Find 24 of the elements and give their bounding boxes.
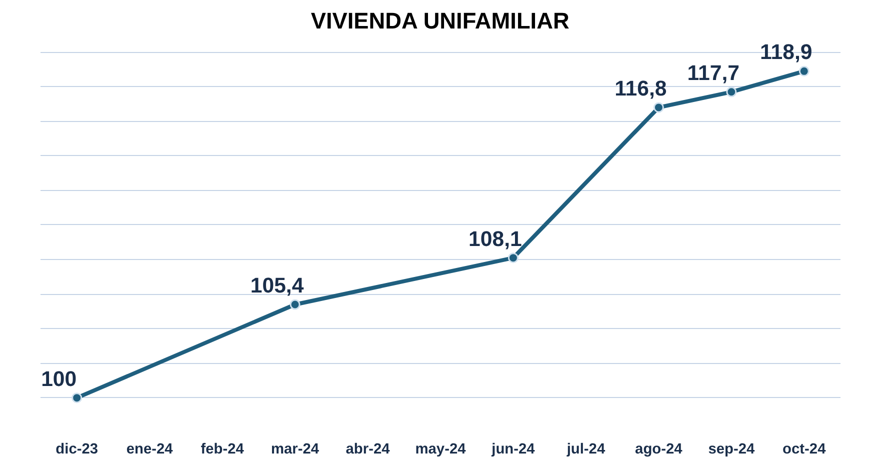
point (726, 86, 737, 98)
x-tick-label: abr-24 (346, 442, 391, 458)
point (290, 299, 300, 310)
x-tick-label: jul-24 (566, 442, 606, 458)
point (653, 102, 664, 113)
chart-title: VIVIENDA UNIFAMILIAR (310, 8, 570, 34)
point (798, 66, 810, 76)
x-tick-label: sep-24 (708, 442, 756, 458)
x-tick-label: ene-24 (126, 442, 174, 458)
x-tick-label: oct-24 (782, 442, 827, 458)
data-label: 117,7 (687, 60, 740, 85)
x-tick-label: ago-24 (635, 442, 684, 458)
data-label: 118,9 (760, 40, 812, 64)
x-tick-label: may-24 (415, 442, 467, 458)
x-tick-label: jun-24 (490, 442, 536, 458)
x-tick-label: mar-24 (271, 442, 320, 458)
point (72, 392, 82, 404)
point (508, 252, 518, 264)
data-label: 105,4 (250, 274, 304, 298)
x-tick-label: feb-24 (200, 442, 245, 458)
data-label: 116,8 (614, 76, 667, 100)
data-label: 100 (41, 366, 77, 391)
x-tick-label: dic-23 (56, 442, 98, 458)
data-label: 108,1 (468, 226, 522, 251)
